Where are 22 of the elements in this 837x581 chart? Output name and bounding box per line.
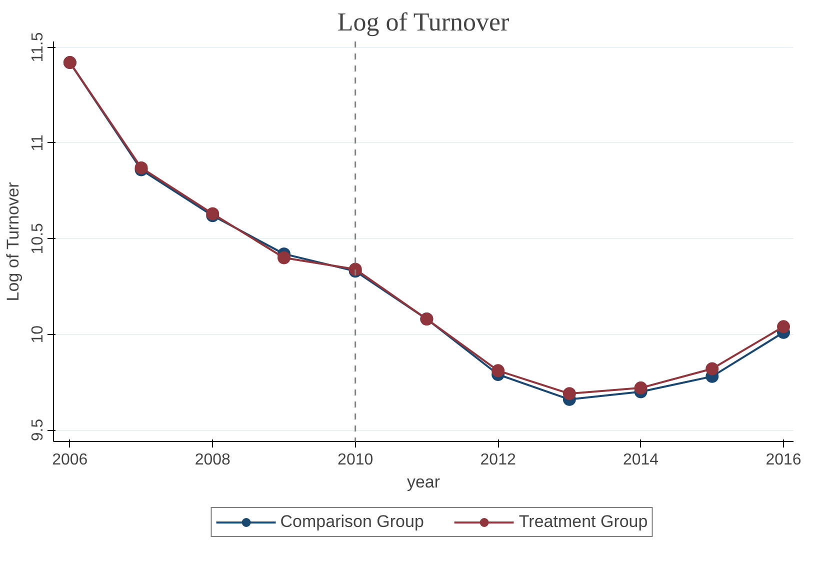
y-tick-label: 11 — [30, 134, 46, 152]
x-tick-label: 2008 — [194, 452, 231, 468]
point — [562, 387, 576, 400]
y-tick-label: 9.5 — [30, 418, 46, 442]
point — [706, 362, 719, 376]
x-tick-label: 2014 — [622, 452, 659, 468]
y-tick-label: 10 — [30, 325, 46, 344]
x-tick-label: 2006 — [52, 452, 88, 468]
y-tick-label: 10.5 — [30, 222, 46, 254]
y-tick-label: 11.5 — [30, 32, 46, 62]
y-axis-title: Log of Turnover — [4, 182, 22, 302]
x-tick-label: 2012 — [480, 452, 516, 468]
point — [277, 251, 290, 264]
x-axis-title: year — [406, 472, 440, 492]
chart-title: Log of Turnover — [337, 8, 510, 36]
legend-label: Treatment Group — [518, 512, 648, 532]
x-tick-label: 2010 — [338, 452, 374, 468]
point — [777, 320, 790, 334]
point — [492, 364, 505, 378]
legend-label: Comparison Group — [280, 512, 424, 532]
point — [634, 381, 648, 394]
x-tick-label: 2016 — [766, 452, 802, 468]
